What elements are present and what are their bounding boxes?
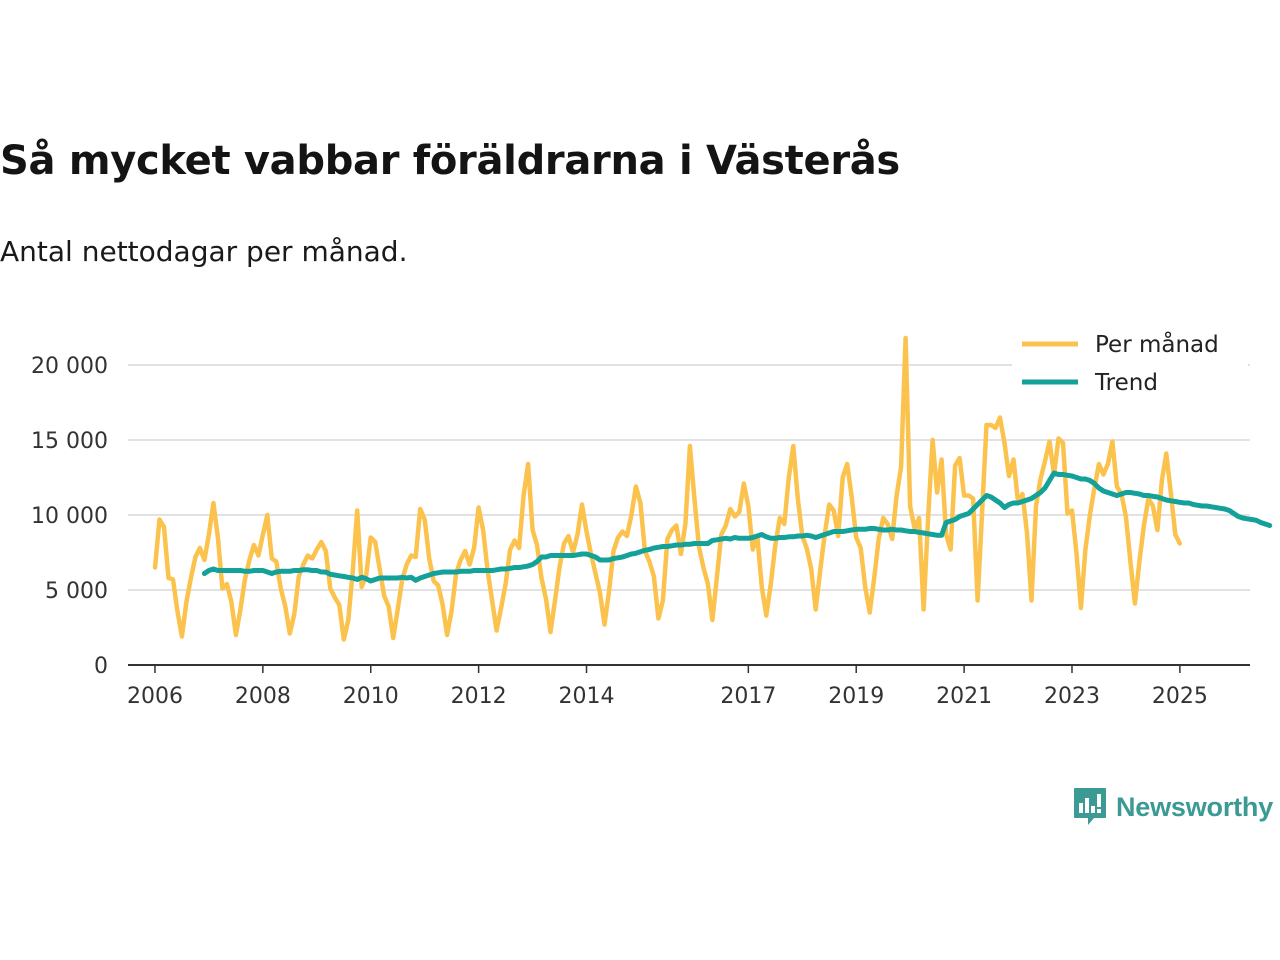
y-tick-label: 20 000 xyxy=(31,354,108,379)
x-tick-label: 2014 xyxy=(559,684,615,709)
chart-subtitle: Antal nettodagar per månad. xyxy=(0,235,408,268)
x-tick-label: 2008 xyxy=(235,684,291,709)
series-line-per-manad xyxy=(152,335,1183,642)
legend: Per månad Trend xyxy=(1012,328,1248,398)
legend-background xyxy=(1012,328,1248,398)
legend-label-trend: Trend xyxy=(1094,370,1158,396)
x-tick-label: 2010 xyxy=(343,684,399,709)
x-tick-label: 2025 xyxy=(1152,684,1208,709)
brand-name: Newsworthy xyxy=(1116,791,1274,822)
y-tick-label: 10 000 xyxy=(31,504,108,529)
series-line-trend xyxy=(201,470,1273,584)
legend-label-per-manad: Per månad xyxy=(1095,330,1219,358)
x-tick-label: 2023 xyxy=(1044,684,1100,709)
y-tick-label: 0 xyxy=(94,654,108,679)
y-axis-ticks: 0 5 000 10 000 15 000 20 000 xyxy=(31,354,108,679)
newsworthy-logo-icon xyxy=(1074,788,1106,825)
y-tick-label: 5 000 xyxy=(45,579,108,604)
x-tick-label: 2021 xyxy=(936,684,992,709)
x-tick-label: 2017 xyxy=(720,684,776,709)
x-tick-label: 2019 xyxy=(828,684,884,709)
y-tick-label: 15 000 xyxy=(31,429,108,454)
chart-title: Så mycket vabbar föräldrarna i Västerås xyxy=(0,138,900,184)
brand-logo: Newsworthy xyxy=(1072,786,1273,828)
x-axis-ticks: 2006 2008 2010 2012 2014 2017 2019 2021 2023 2025 xyxy=(127,665,1208,709)
series-lines xyxy=(152,335,1273,642)
x-tick-label: 2012 xyxy=(451,684,507,709)
x-tick-label: 2006 xyxy=(127,684,183,709)
